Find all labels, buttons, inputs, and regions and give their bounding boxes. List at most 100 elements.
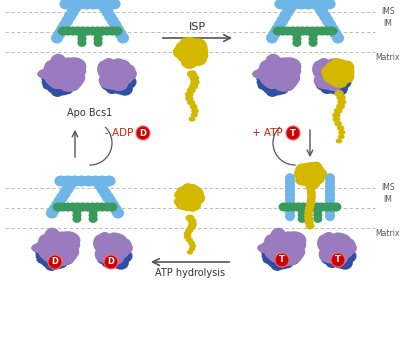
Ellipse shape (55, 246, 71, 259)
Ellipse shape (102, 240, 122, 256)
Ellipse shape (324, 20, 336, 31)
Ellipse shape (331, 250, 347, 262)
Ellipse shape (188, 116, 196, 122)
Text: Matrix: Matrix (376, 229, 400, 238)
Ellipse shape (51, 199, 63, 210)
Ellipse shape (294, 168, 308, 180)
Ellipse shape (274, 241, 290, 256)
Ellipse shape (56, 24, 68, 35)
Text: T: T (279, 256, 285, 265)
Ellipse shape (271, 86, 285, 96)
Ellipse shape (337, 256, 353, 270)
Ellipse shape (62, 202, 73, 211)
Ellipse shape (50, 84, 64, 97)
Text: IM: IM (384, 195, 392, 203)
Ellipse shape (310, 165, 325, 177)
Ellipse shape (298, 202, 308, 211)
Ellipse shape (117, 82, 133, 96)
Ellipse shape (298, 207, 307, 215)
Ellipse shape (110, 71, 122, 82)
Ellipse shape (69, 2, 81, 14)
Ellipse shape (334, 121, 342, 127)
Ellipse shape (330, 58, 343, 70)
Ellipse shape (186, 215, 194, 222)
Ellipse shape (106, 202, 118, 211)
Ellipse shape (50, 251, 66, 263)
Ellipse shape (77, 202, 88, 211)
Text: Apo Bcs1: Apo Bcs1 (67, 108, 113, 118)
Text: IMS: IMS (381, 183, 395, 192)
Ellipse shape (276, 72, 292, 85)
Ellipse shape (60, 76, 78, 88)
Ellipse shape (302, 168, 318, 181)
Ellipse shape (329, 28, 342, 39)
Ellipse shape (109, 76, 128, 91)
Ellipse shape (88, 207, 98, 215)
Ellipse shape (72, 215, 82, 223)
Ellipse shape (115, 249, 132, 263)
Ellipse shape (96, 241, 110, 255)
Ellipse shape (307, 27, 318, 36)
Ellipse shape (264, 243, 282, 260)
Ellipse shape (278, 248, 300, 266)
Ellipse shape (107, 199, 119, 210)
Ellipse shape (296, 175, 304, 183)
Ellipse shape (100, 77, 118, 91)
Ellipse shape (285, 194, 295, 204)
Ellipse shape (120, 72, 134, 86)
Circle shape (104, 255, 118, 269)
Ellipse shape (38, 233, 58, 247)
Ellipse shape (100, 0, 114, 9)
Ellipse shape (48, 70, 65, 89)
Ellipse shape (268, 28, 281, 39)
Ellipse shape (276, 57, 301, 76)
Ellipse shape (317, 27, 328, 36)
Ellipse shape (107, 27, 118, 36)
Ellipse shape (115, 245, 129, 259)
Circle shape (286, 126, 300, 140)
Ellipse shape (105, 250, 124, 265)
Ellipse shape (293, 202, 304, 211)
Ellipse shape (174, 197, 189, 206)
Ellipse shape (306, 186, 315, 193)
Ellipse shape (176, 186, 193, 199)
Ellipse shape (88, 215, 98, 223)
Ellipse shape (106, 245, 118, 256)
Ellipse shape (339, 241, 357, 255)
Ellipse shape (54, 245, 68, 254)
Ellipse shape (308, 35, 318, 43)
Ellipse shape (263, 75, 287, 89)
Ellipse shape (100, 71, 116, 83)
Ellipse shape (313, 171, 325, 184)
Ellipse shape (66, 7, 78, 18)
Ellipse shape (102, 191, 114, 203)
Ellipse shape (115, 241, 133, 255)
Ellipse shape (38, 243, 56, 257)
Ellipse shape (257, 242, 282, 254)
Ellipse shape (296, 163, 313, 173)
Ellipse shape (325, 177, 335, 187)
Ellipse shape (45, 243, 59, 254)
Text: IMS: IMS (381, 7, 395, 16)
Ellipse shape (258, 81, 272, 90)
Ellipse shape (109, 233, 127, 250)
Ellipse shape (72, 27, 83, 36)
Ellipse shape (97, 27, 108, 36)
Ellipse shape (174, 189, 191, 201)
Ellipse shape (94, 31, 103, 39)
Ellipse shape (304, 208, 313, 215)
Ellipse shape (261, 247, 279, 258)
Ellipse shape (332, 112, 340, 118)
Ellipse shape (287, 27, 298, 36)
Ellipse shape (336, 79, 347, 91)
Ellipse shape (53, 65, 75, 82)
Ellipse shape (281, 231, 306, 250)
Ellipse shape (329, 73, 344, 87)
Ellipse shape (276, 71, 298, 90)
Ellipse shape (302, 162, 315, 174)
Ellipse shape (332, 68, 348, 82)
Ellipse shape (59, 20, 71, 31)
Ellipse shape (273, 240, 295, 257)
Text: + ATP: + ATP (252, 128, 283, 138)
Ellipse shape (73, 0, 86, 9)
